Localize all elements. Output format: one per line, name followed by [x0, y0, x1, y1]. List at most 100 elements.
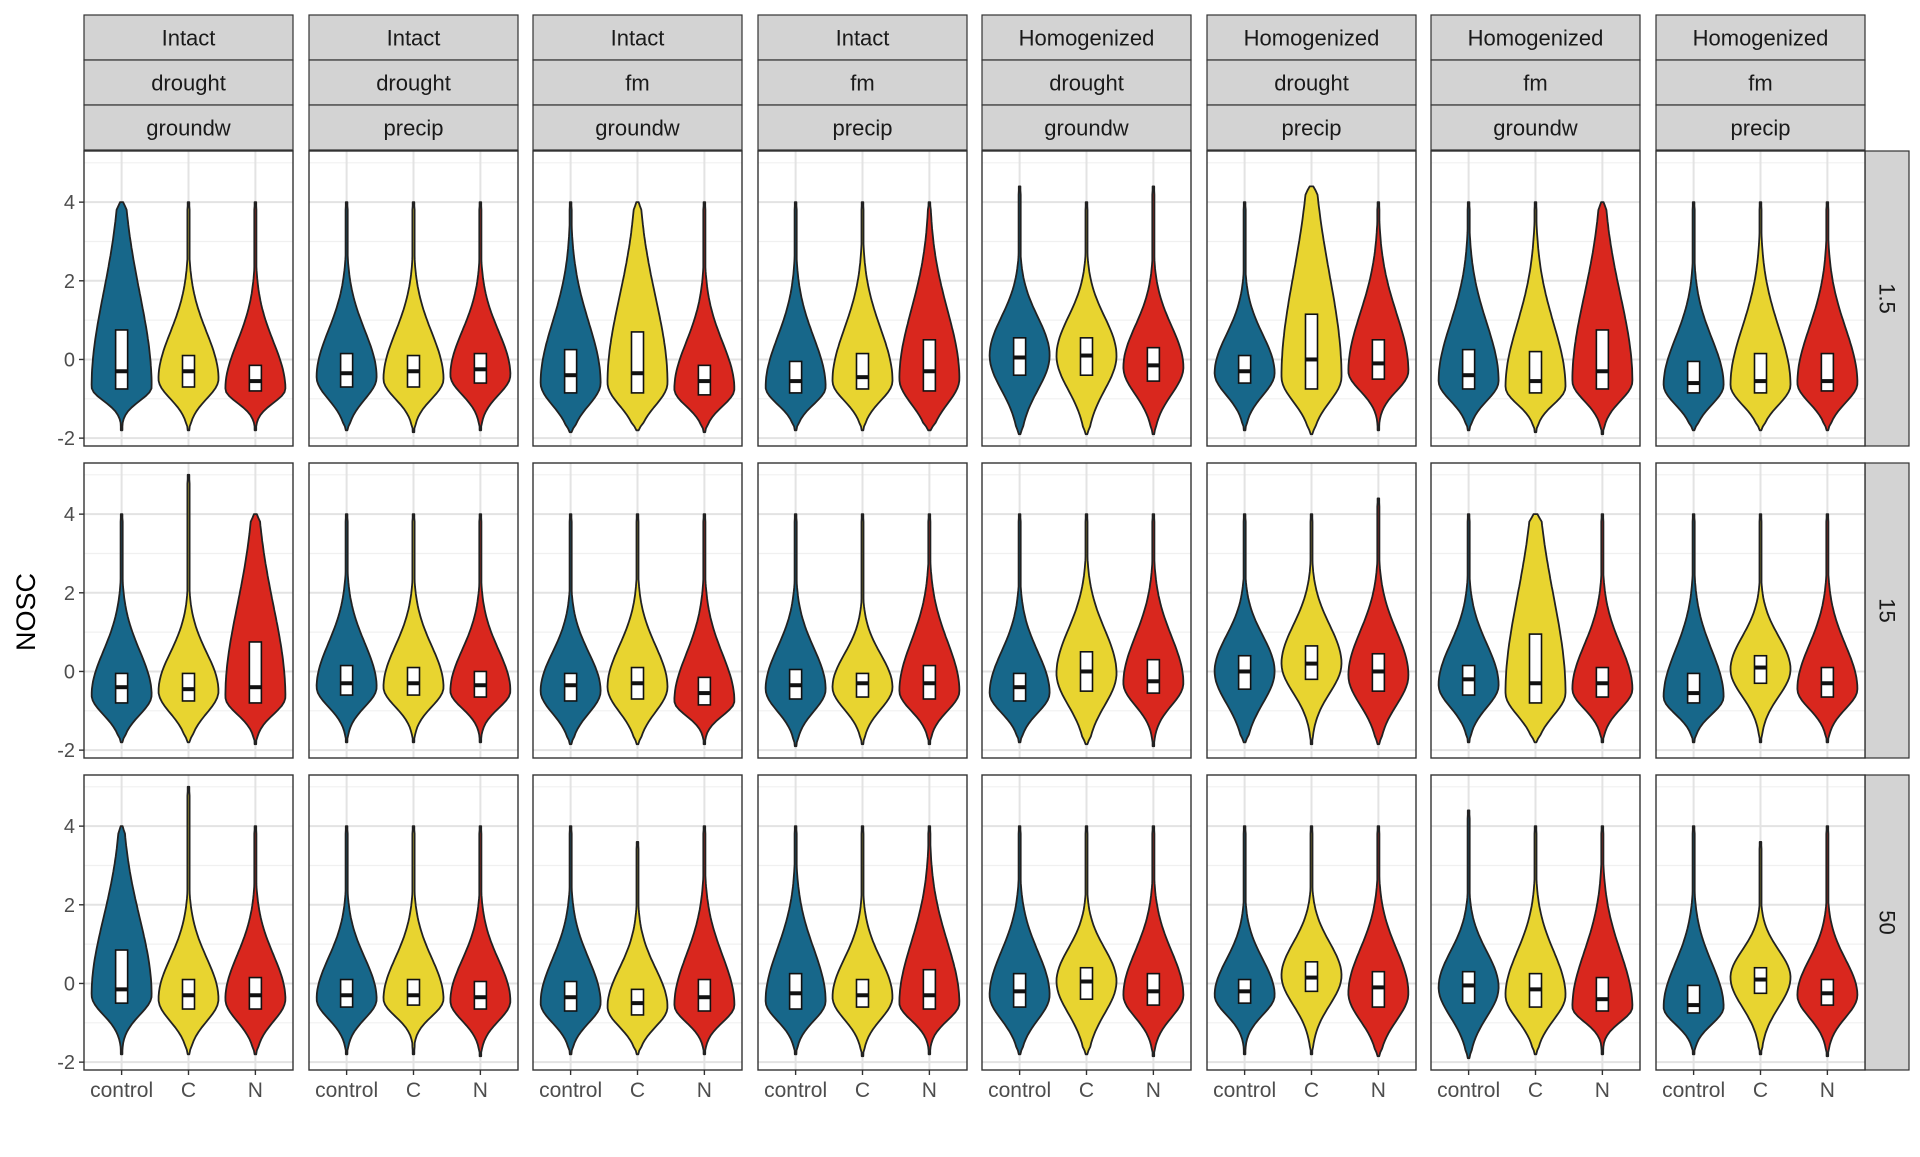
strip-box: [83, 14, 294, 61]
box-N: [1595, 329, 1610, 390]
panel-r2-c6: [1206, 462, 1417, 759]
box-C: [1753, 352, 1768, 394]
violin-control: [1437, 513, 1500, 744]
box-C: [1528, 350, 1543, 394]
panel-r1-c8: [1655, 150, 1866, 447]
panel-border: [981, 150, 1192, 447]
violin-N: [449, 825, 512, 1058]
box-C: [1528, 633, 1543, 704]
violin-C: [606, 201, 669, 432]
x-tick-label: control: [764, 1079, 827, 1102]
violin-control: [90, 513, 153, 744]
x-tick-label: control: [988, 1079, 1051, 1102]
violin-control: [1213, 513, 1276, 744]
violin-control: [764, 513, 827, 748]
violin-C: [1729, 841, 1792, 1056]
violin-C: [382, 513, 445, 744]
violin-control: [1213, 825, 1276, 1056]
panel-r2-c2: [308, 462, 519, 759]
facet-strip-col7-1: Homogenized: [1430, 14, 1641, 61]
strip-label: groundw: [1493, 116, 1578, 141]
x-tick-label: C: [1753, 1079, 1768, 1102]
box-N: [1595, 976, 1610, 1012]
panel-border: [1430, 462, 1641, 759]
facet-strip-col3-3: groundw: [532, 104, 743, 151]
y-tick-label: 2: [64, 895, 75, 917]
facet-strip-col3-1: Intact: [532, 14, 743, 61]
violin-N: [1571, 513, 1634, 744]
strip-label: precip: [384, 116, 444, 141]
x-tick-label: C: [1528, 1079, 1543, 1102]
facet-strip-row1: 1.5: [1864, 150, 1910, 447]
strip-box: [83, 104, 294, 151]
strip-box: [1206, 104, 1417, 151]
box-control: [1686, 360, 1701, 394]
violin-N: [1347, 201, 1410, 432]
violin-control: [539, 201, 602, 434]
y-tick-label: 4: [64, 816, 75, 838]
violin-C: [1504, 825, 1567, 1056]
violin-N: [1347, 825, 1410, 1058]
violin-N: [673, 825, 736, 1056]
strip-box: [532, 59, 743, 106]
violin-control: [315, 825, 378, 1056]
strip-label: Intact: [836, 26, 890, 51]
panel-border: [757, 462, 968, 759]
box-N: [1146, 658, 1161, 694]
x-tick-label: C: [855, 1079, 870, 1102]
x-tick-label: N: [1146, 1079, 1161, 1102]
panel-r3-c2: control C N: [308, 774, 519, 1102]
strip-label: Intact: [162, 26, 216, 51]
violin-control: [764, 201, 827, 432]
panel-r1-c5: [981, 150, 1192, 447]
facet-strip-row2: 15: [1864, 462, 1910, 759]
x-tick-label: C: [406, 1079, 421, 1102]
strip-box: [1430, 59, 1641, 106]
violin-C: [382, 201, 445, 434]
panel-border: [532, 150, 743, 447]
panel-border: [83, 462, 294, 759]
box-C: [1304, 313, 1319, 390]
violin-N: [898, 513, 961, 746]
violin-N: [1571, 825, 1634, 1056]
strip-box: [757, 59, 968, 106]
violin-N: [898, 201, 961, 432]
panel-r3-c4: control C N: [757, 774, 968, 1102]
x-tick-label: C: [181, 1079, 196, 1102]
strip-label: fm: [1748, 71, 1772, 96]
strip-label: Homogenized: [1244, 26, 1380, 51]
x-tick-label: control: [315, 1079, 378, 1102]
violin-N: [1122, 513, 1185, 748]
strip-box: [1430, 14, 1641, 61]
violin-control: [1662, 201, 1725, 432]
strip-label: drought: [376, 71, 451, 96]
panel-border: [308, 150, 519, 447]
strip-label: 15: [1875, 598, 1900, 622]
strip-box: [1864, 150, 1910, 447]
strip-label: fm: [625, 71, 649, 96]
violin-control: [1437, 809, 1500, 1060]
violin-N: [1571, 201, 1634, 436]
strip-label: drought: [1049, 71, 1124, 96]
facet-strip-col3-2: fm: [532, 59, 743, 106]
box-control: [339, 664, 354, 696]
box-N: [248, 641, 263, 704]
panel-border: [1206, 150, 1417, 447]
panel-r2-c5: [981, 462, 1192, 759]
panel-r1-c7: [1430, 150, 1641, 447]
facet-strip-col2-1: Intact: [308, 14, 519, 61]
violin-control: [988, 825, 1051, 1056]
violin-control: [90, 201, 153, 432]
violin-N: [449, 513, 512, 744]
facet-strip-col1-1: Intact: [83, 14, 294, 61]
x-tick-label: control: [90, 1079, 153, 1102]
strip-box: [1206, 14, 1417, 61]
violin-N: [1796, 513, 1859, 744]
strip-box: [981, 104, 1192, 151]
panel-border: [757, 150, 968, 447]
panel-r2-c1: -2 0 2 4: [57, 462, 294, 762]
violin-C: [606, 841, 669, 1056]
strip-box: [1655, 59, 1866, 106]
strip-box: [1864, 774, 1910, 1071]
